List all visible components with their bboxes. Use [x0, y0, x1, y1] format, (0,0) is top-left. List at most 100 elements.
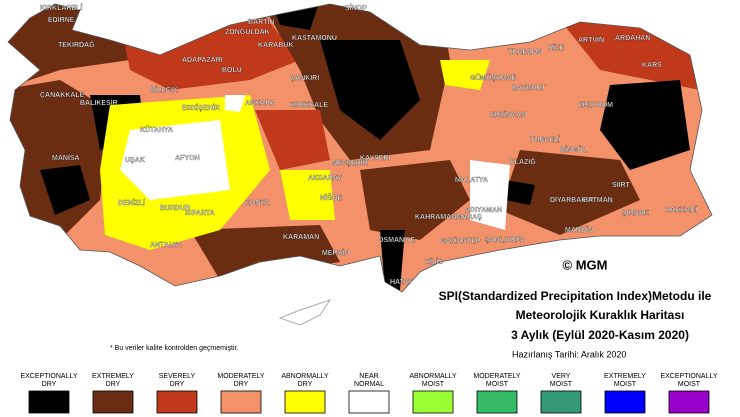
- city-label: TUNCELİ: [530, 136, 560, 144]
- city-label: KÜTAHYA: [140, 125, 173, 134]
- city-label: ESKİŞEHİR: [182, 104, 220, 112]
- legend-label: DRY: [170, 381, 185, 388]
- city-label: ANTALYA: [150, 242, 182, 249]
- city-label: MARDİN: [565, 226, 593, 234]
- legend-label: VERY: [552, 373, 571, 380]
- legend-swatch: [92, 390, 134, 414]
- legend-label: MOIST: [550, 381, 573, 388]
- legend-label: NORMAL: [354, 381, 384, 388]
- city-label: KASTAMONU: [292, 35, 337, 42]
- city-label: EDİRNE: [48, 16, 75, 24]
- legend-swatch: [284, 390, 326, 414]
- city-label: KARS: [642, 62, 662, 69]
- city-label: HAKKARİ: [665, 206, 697, 214]
- city-label: SİİRT: [612, 181, 631, 189]
- city-label: TRABZON: [508, 49, 542, 56]
- city-label: KARAMAN: [283, 234, 319, 241]
- city-label: ARTVİN: [578, 36, 604, 44]
- legend-label: MOIST: [422, 381, 445, 388]
- legend-label: DRY: [106, 381, 121, 388]
- drought-areas: [8, 4, 712, 292]
- title-line: SPI(Standardized Precipitation Index)Met…: [439, 289, 712, 303]
- legend-swatch: [348, 390, 390, 414]
- legend-swatch: [156, 390, 198, 414]
- legend-label: ABNORMALLY: [409, 373, 457, 380]
- city-label: KIRIKKALE: [290, 102, 328, 109]
- city-labels: KIRKLARELİ EDİRNE TEKİRDAĞ SİNOP BARTIN ZONGU…: [40, 4, 698, 286]
- legend-label: DRY: [42, 381, 57, 388]
- legend-label: EXTREMELY: [92, 373, 134, 380]
- city-label: OSMANİYE: [378, 236, 416, 244]
- legend-swatch: [540, 390, 582, 414]
- legend-label: SEVERELY: [159, 373, 196, 380]
- city-label: BURDUR: [160, 205, 190, 212]
- city-label: GAZİANTEP: [440, 237, 481, 245]
- legend-label: EXTREMELY: [604, 373, 646, 380]
- title-line: Meteorolojik Kuraklık Haritası: [516, 308, 685, 322]
- city-label: ERZURUM: [578, 102, 613, 109]
- city-label: NİĞDE: [320, 193, 343, 202]
- legend-swatch: [412, 390, 454, 414]
- legend-label: MOIST: [678, 381, 701, 388]
- city-label: MANİSA: [52, 154, 80, 162]
- legend-label: MOIST: [614, 381, 637, 388]
- city-label: ADIYAMAN: [465, 207, 502, 214]
- city-label: MERSİN: [322, 249, 349, 257]
- note: * Bu veriler kalite kontrolden geçmemişt…: [110, 345, 238, 352]
- city-label: ÇANKIRI: [290, 75, 319, 82]
- copyright: © MGM: [563, 257, 608, 272]
- city-label: KARABÜK: [258, 40, 293, 49]
- legend-swatch: [28, 390, 70, 414]
- city-label: BALIKESİR: [80, 99, 118, 107]
- city-label: ŞANLIURFA: [485, 237, 525, 244]
- cyprus: [278, 299, 332, 326]
- city-label: ANKARA: [245, 100, 275, 107]
- city-label: GÜMÜŞHANE: [470, 73, 516, 82]
- city-label: ZONGULDAK: [225, 29, 270, 36]
- city-label: BİLECİK: [150, 86, 178, 94]
- city-label: DENİZLİ: [118, 199, 145, 207]
- legend-swatch: [220, 390, 262, 414]
- city-label: KONYA: [245, 200, 270, 207]
- legend-label: EXCEPTIONALLY: [20, 373, 77, 380]
- city-label: KİLİS: [425, 258, 443, 266]
- city-label: RİZE: [548, 44, 564, 52]
- city-label: BOLU: [222, 67, 242, 74]
- legend-label: DRY: [298, 381, 313, 388]
- legend-label: NEAR: [359, 373, 378, 380]
- city-label: ERZİNCAN: [490, 111, 526, 119]
- city-label: ISPARTA: [185, 210, 215, 217]
- city-label: ŞIRNAK: [622, 210, 649, 217]
- city-label: UŞAK: [125, 157, 145, 164]
- city-label: BİNGÖL: [560, 145, 588, 154]
- legend-label: MOIST: [486, 381, 509, 388]
- legend-label: DRY: [234, 381, 249, 388]
- city-label: KAHRAMANMARAŞ: [415, 214, 482, 221]
- city-label: TEKİRDAĞ: [58, 40, 95, 49]
- legend-label: EXCEPTIONALLY: [660, 373, 717, 380]
- legend-swatch: [668, 390, 710, 414]
- city-label: MALATYA: [455, 177, 488, 184]
- city-label: KAYSERİ: [360, 154, 391, 162]
- title-line: 3 Aylık (Eylül 2020-Kasım 2020): [511, 328, 689, 342]
- legend: EXCEPTIONALLYDRYEXTREMELYDRYSEVERELYDRYM…: [20, 373, 718, 414]
- city-label: BAYBURT: [512, 85, 546, 92]
- city-label: BARTIN: [248, 19, 274, 26]
- city-label: DİYARBAKIR: [550, 196, 593, 204]
- city-label: AKSARAY: [308, 175, 342, 182]
- city-label: ÇANAKKALE: [40, 92, 85, 99]
- city-label: ADAPAZARI: [182, 57, 223, 64]
- legend-swatch: [476, 390, 518, 414]
- legend-label: MODERATELY: [473, 373, 521, 380]
- city-label: NEVŞEHİR: [332, 159, 368, 167]
- city-label: ELAZIĞ: [510, 157, 536, 166]
- prepared-date: Hazırlanış Tarihi: Aralık 2020: [512, 349, 626, 359]
- city-label: HATAY: [390, 279, 413, 286]
- city-label: KIRKLARELİ: [40, 4, 82, 12]
- city-label: AFYON: [175, 155, 200, 162]
- legend-label: MODERATELY: [217, 373, 265, 380]
- city-label: SİNOP: [345, 4, 367, 12]
- city-label: ARDAHAN: [615, 35, 650, 42]
